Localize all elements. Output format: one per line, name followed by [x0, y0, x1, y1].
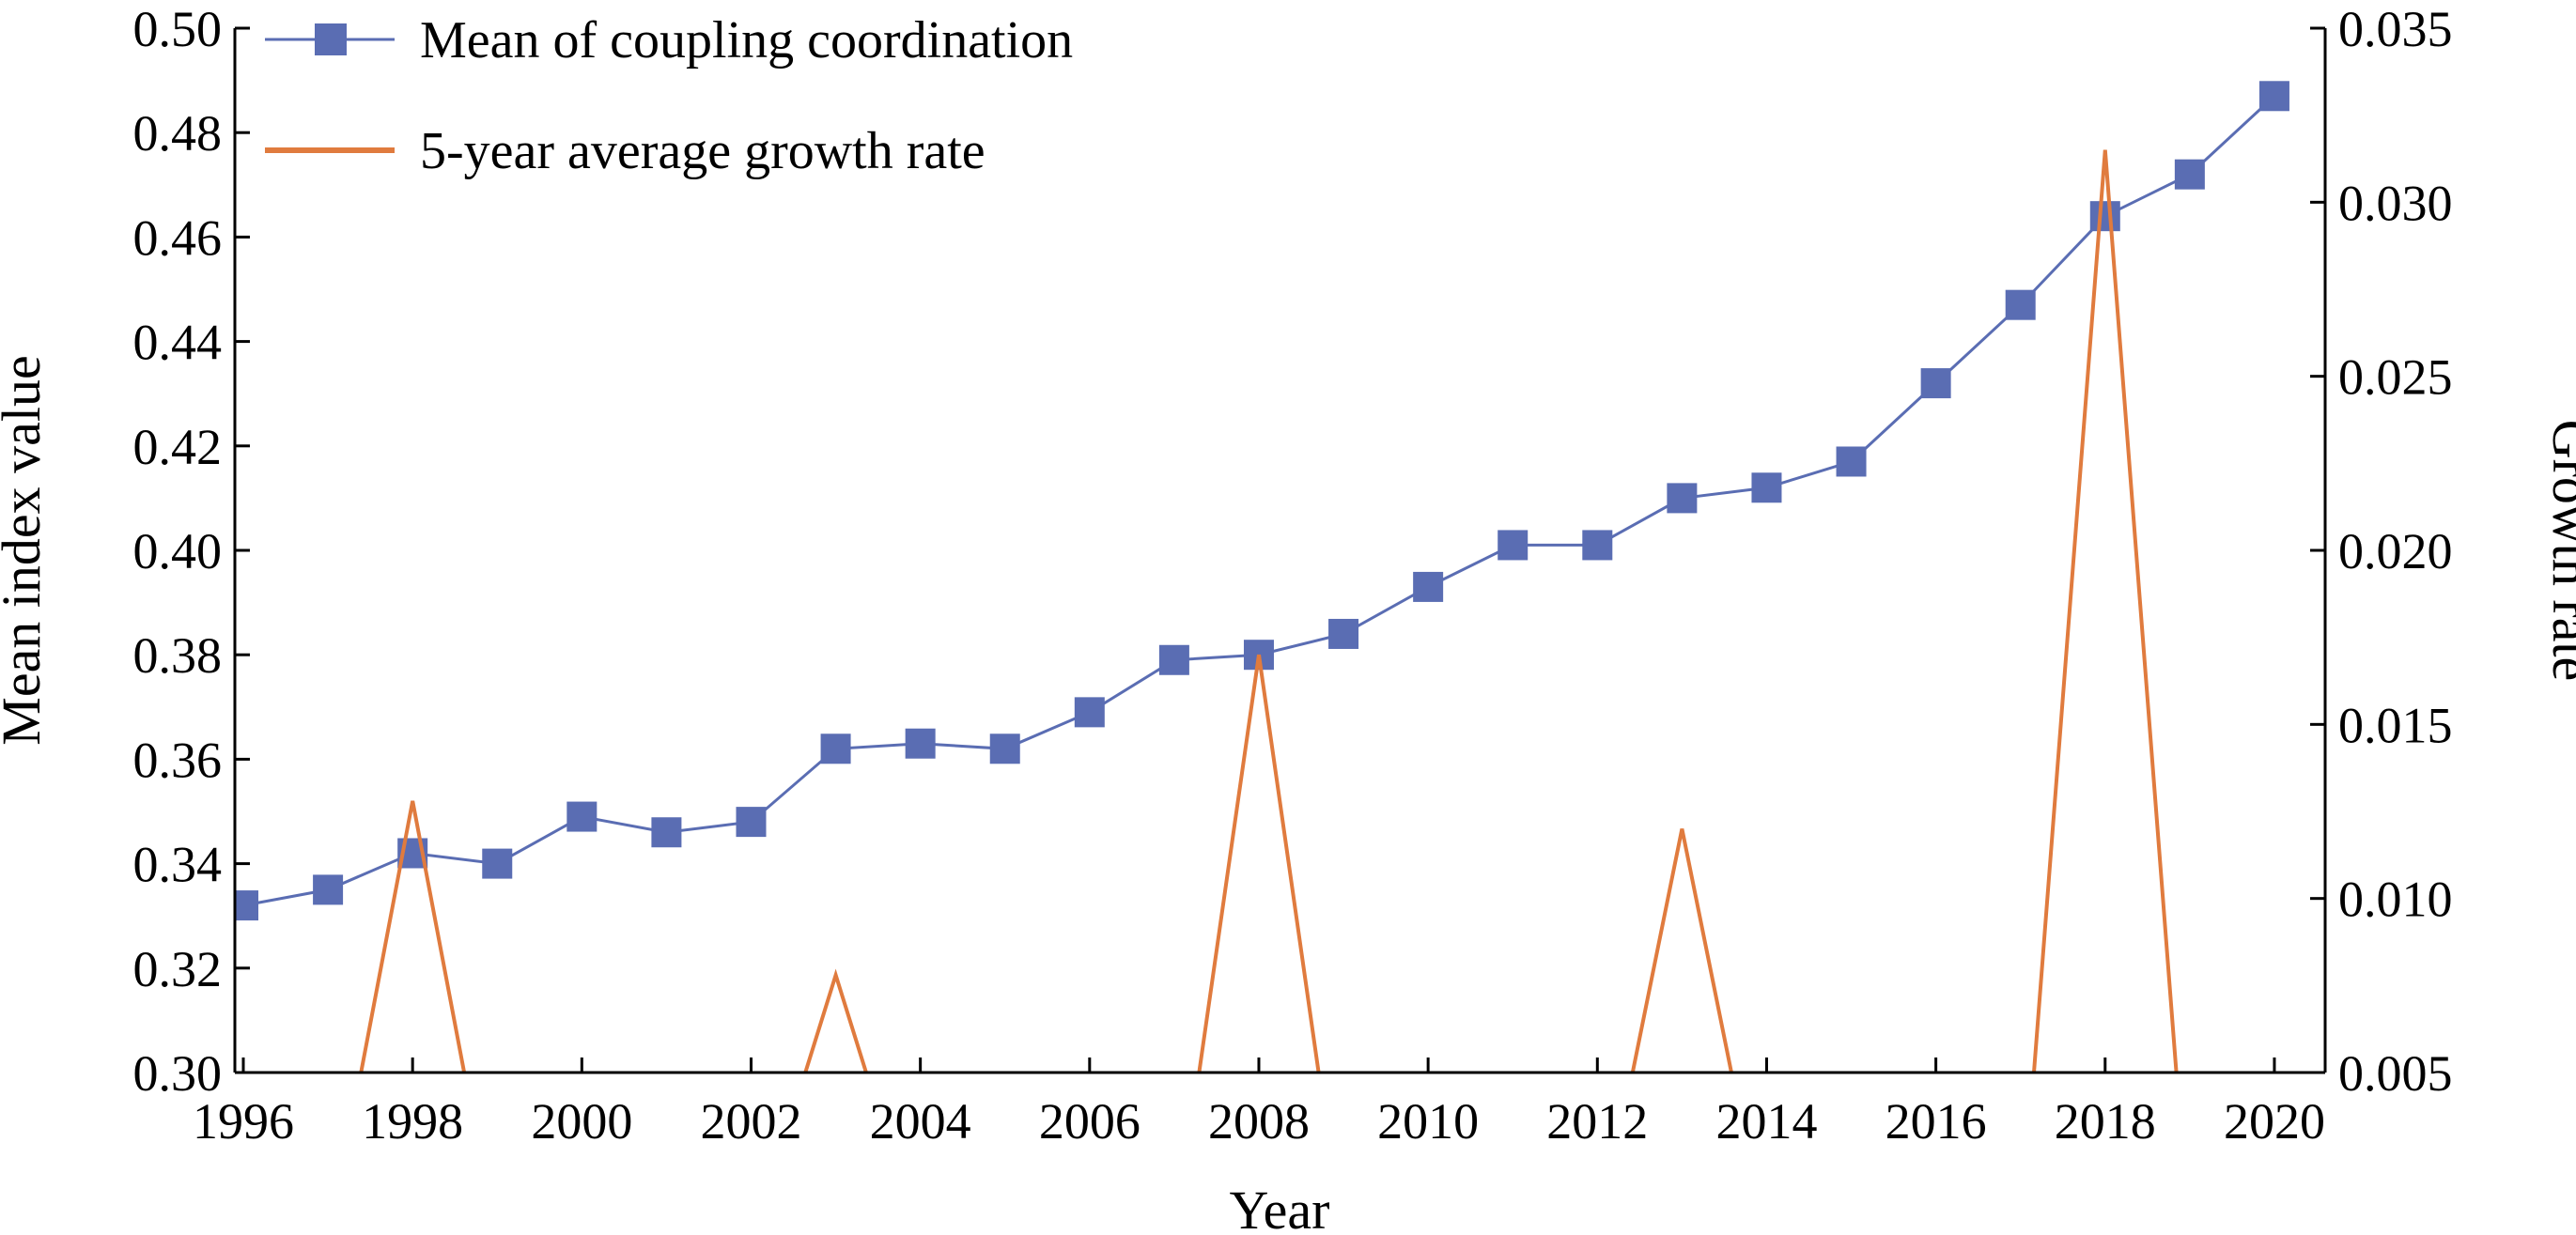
series-1-point [1328, 618, 1359, 649]
series-1-point [736, 807, 767, 838]
y-right-tick-label: 0.020 [2338, 523, 2453, 579]
y-left-tick-label: 0.50 [133, 1, 223, 57]
series-2-line [1630, 828, 1734, 1073]
y-right-tick-label: 0.010 [2338, 872, 2453, 928]
y-right-tick-label: 0.030 [2338, 175, 2453, 231]
legend-item-2: 5-year average growth rate [265, 122, 985, 180]
series-1-point [905, 728, 936, 759]
y-left-tick-label: 0.36 [133, 732, 223, 788]
y-right-tick-label: 0.035 [2338, 1, 2453, 57]
series-1-point [1920, 368, 1951, 399]
series-1-point [482, 848, 513, 879]
y-left-tick-label: 0.30 [133, 1045, 223, 1102]
x-tick-label: 2018 [2055, 1093, 2156, 1150]
series-1-point [1413, 571, 1444, 602]
series-1-point [1751, 472, 1782, 503]
series-1 [235, 81, 2289, 921]
y-left-axis-title: Mean index value [0, 355, 52, 746]
y-left-tick-label: 0.40 [133, 523, 223, 579]
legend-item-1: Mean of coupling coordination [265, 11, 1073, 69]
y-left-tick-label: 0.38 [133, 627, 223, 684]
series-1-point [2174, 159, 2205, 190]
series-1-point [1497, 530, 1529, 561]
series-1-point [1667, 483, 1698, 514]
y-left-tick-label: 0.46 [133, 209, 223, 266]
series-2-line [1197, 654, 1321, 1073]
x-tick-label: 1996 [193, 1093, 294, 1150]
x-tick-label: 2006 [1039, 1093, 1141, 1150]
series-1-point [989, 733, 1020, 764]
legend: Mean of coupling coordination 5-year aver… [265, 11, 1073, 180]
y-right-tick-label: 0.015 [2338, 697, 2453, 753]
series-1-point [1836, 446, 1867, 477]
y-left-tick-label: 0.34 [133, 837, 223, 893]
series-2-line [359, 800, 467, 1073]
x-tick-label: 2004 [870, 1093, 971, 1150]
x-tick-label: 2010 [1377, 1093, 1479, 1150]
series-2-line [2031, 149, 2179, 1073]
legend-label: 5-year average growth rate [420, 122, 985, 180]
series-2-line [803, 968, 869, 1073]
y-right-tick-label: 0.025 [2338, 349, 2453, 406]
x-tick-label: 2014 [1715, 1093, 1817, 1150]
series-1-point [2005, 289, 2036, 320]
y-left-tick-label: 0.48 [133, 105, 223, 162]
legend-label: Mean of coupling coordination [420, 11, 1073, 69]
series-1-point [1158, 644, 1189, 675]
series-1-point [1582, 530, 1613, 561]
y-left-tick-label: 0.44 [133, 315, 223, 371]
x-tick-label: 2012 [1546, 1093, 1648, 1150]
x-tick-label: 1998 [362, 1093, 463, 1150]
y-right-axis-title: Growth rate [2541, 420, 2576, 682]
series-1-point [820, 733, 851, 764]
series-1-line [242, 95, 2276, 907]
x-tick-label: 2002 [700, 1093, 801, 1150]
y-left-tick-label: 0.42 [133, 419, 223, 475]
x-tick-label: 2020 [2224, 1093, 2325, 1150]
series-1-point [1074, 697, 1105, 728]
series-1-point [651, 817, 682, 848]
series-1-point [566, 801, 597, 832]
legend-swatch-marker [315, 23, 347, 55]
x-tick-label: 2016 [1885, 1093, 1987, 1150]
x-tick-label: 2008 [1208, 1093, 1310, 1150]
y-left-tick-label: 0.32 [133, 941, 223, 997]
series-1-point [313, 874, 344, 905]
series-2 [359, 149, 2179, 1073]
series-1-point [235, 890, 259, 921]
y-right-tick-label: 0.005 [2338, 1045, 2453, 1102]
x-axis-title: Year [1230, 1180, 1330, 1235]
series-1-point [2089, 201, 2120, 232]
series-1-point [2258, 81, 2289, 112]
x-tick-label: 2000 [531, 1093, 632, 1150]
